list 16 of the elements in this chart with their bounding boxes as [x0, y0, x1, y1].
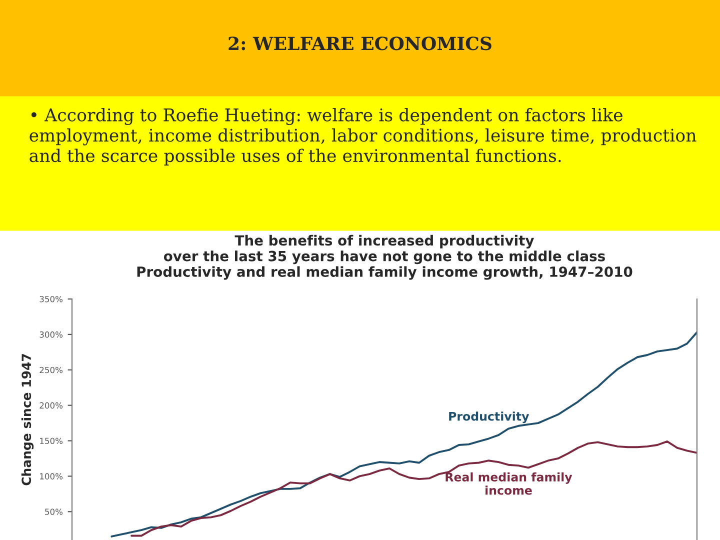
chart-title: The benefits of increased productivity over the last 35 years have not gone to the middle class — [164, 234, 605, 264]
line-series — [110, 331, 697, 538]
text: • According to Roefie Hueting: welfare is dependent on factors like employment, income distribution, labor conditions, leisure time, production and the scarce possible uses of the environmental functions. — [30, 108, 696, 166]
y-tick-label: 50% — [45, 508, 63, 515]
chart-subtitle: Productivity and real median family income growth, 1947–2010 — [137, 266, 632, 280]
series-label: Real median family income — [446, 472, 572, 495]
y-axis-title: Change since 1947 — [21, 354, 34, 486]
line-series — [130, 440, 697, 537]
y-tick-label: 300% — [40, 331, 63, 338]
y-tick-label: 150% — [40, 438, 63, 444]
y-tick-label: 200% — [40, 402, 63, 409]
text: 2: WELFARE ECONOMICS — [228, 36, 492, 50]
y-tick-label: 100% — [40, 473, 63, 480]
y-tick-label: 350% — [40, 296, 63, 302]
series-label: Productivity — [449, 412, 530, 424]
y-tick-label: 250% — [40, 366, 63, 374]
